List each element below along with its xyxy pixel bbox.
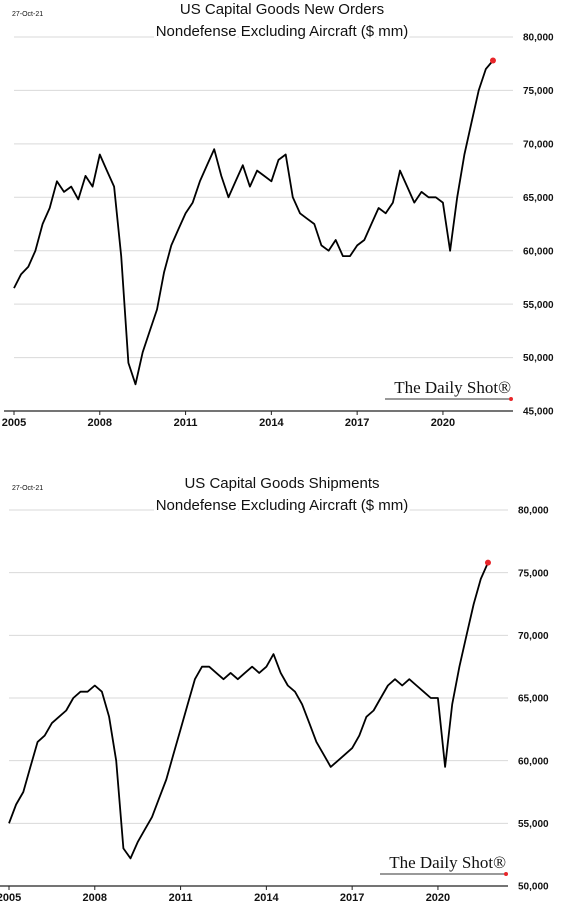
y-tick-label: 80,000 [523,33,554,44]
x-tick-label: 2008 [88,417,112,429]
x-tick-label: 2005 [0,892,21,904]
watermark: The Daily Shot® [394,378,511,397]
x-tick-label: 2017 [345,417,369,429]
last-point-marker [489,57,496,64]
x-tick-label: 2005 [2,417,26,429]
y-tick-label: 50,000 [518,882,549,893]
y-tick-label: 45,000 [523,407,554,418]
chart-date: 27-Oct-21 [12,485,43,492]
y-tick-label: 75,000 [518,568,549,579]
y-tick-label: 60,000 [523,246,554,257]
y-tick-label: 55,000 [523,300,554,311]
y-tick-label: 60,000 [518,756,549,767]
y-tick-label: 65,000 [523,193,554,204]
watermark: The Daily Shot® [389,853,506,872]
watermark-dot [509,397,513,401]
chart-subtitle: Nondefense Excluding Aircraft ($ mm) [156,497,409,514]
chart-subtitle: Nondefense Excluding Aircraft ($ mm) [156,23,409,40]
chart-date: 27-Oct-21 [12,11,43,18]
x-tick-label: 2008 [83,892,107,904]
y-tick-label: 50,000 [523,353,554,364]
x-tick-label: 2020 [431,417,455,429]
y-tick-label: 80,000 [518,506,549,517]
data-line [8,562,489,860]
last-point-marker [484,559,491,566]
x-tick-label: 2017 [340,892,364,904]
y-tick-label: 65,000 [518,694,549,705]
y-tick-label: 55,000 [518,819,549,830]
x-tick-label: 2014 [259,417,284,429]
x-tick-label: 2011 [174,417,198,429]
chart-title: US Capital Goods Shipments [184,475,379,492]
x-tick-label: 2011 [169,892,193,904]
x-tick-label: 2014 [254,892,279,904]
watermark-dot [504,872,508,876]
y-tick-label: 70,000 [523,139,554,150]
chart-title: US Capital Goods New Orders [180,1,384,18]
y-tick-label: 70,000 [518,631,549,642]
data-line [13,59,494,386]
x-tick-label: 2020 [426,892,450,904]
y-tick-label: 75,000 [523,86,554,97]
